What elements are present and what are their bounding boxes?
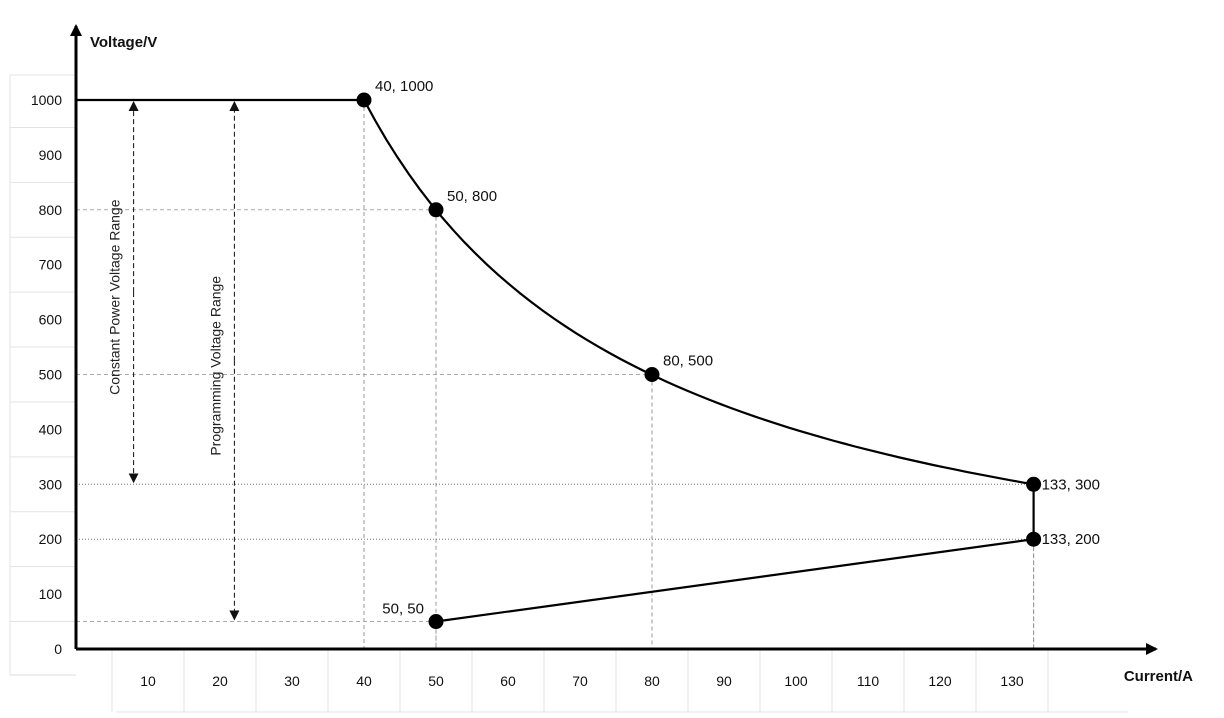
data-point-label: 50, 800 xyxy=(447,188,497,205)
range-label: Programming Voltage Range xyxy=(207,276,223,456)
x-tick-label: 110 xyxy=(857,673,880,689)
y-tick-label: 100 xyxy=(39,586,63,602)
y-tick-label: 500 xyxy=(39,367,63,383)
data-point-label: 40, 1000 xyxy=(375,78,433,95)
data-point xyxy=(428,614,444,630)
data-point-label: 133, 200 xyxy=(1042,531,1100,548)
data-points: 40, 1000 50, 800 80, 500 133, 300 133, 200 50… xyxy=(356,78,1100,630)
y-tick-label: 700 xyxy=(39,257,63,273)
x-tick-label: 80 xyxy=(644,673,660,689)
guide-lines xyxy=(76,100,1035,649)
table-frame xyxy=(9,74,1128,713)
y-tick-label: 0 xyxy=(54,641,62,657)
data-point xyxy=(1026,531,1042,547)
data-point-label: 133, 300 xyxy=(1042,476,1100,493)
x-tick-label: 100 xyxy=(784,673,808,689)
x-tick-label: 40 xyxy=(356,673,372,689)
y-tick-label: 300 xyxy=(39,476,63,492)
voltage-ranges: Constant Power Voltage Range Programming … xyxy=(107,101,240,621)
data-point xyxy=(644,367,660,382)
x-tick-label: 10 xyxy=(140,673,156,689)
y-tick-label: 600 xyxy=(39,312,63,328)
x-tick-label: 70 xyxy=(572,673,588,689)
x-tick-label: 120 xyxy=(928,673,952,689)
x-axis-title: Current/A xyxy=(1124,668,1193,685)
x-tick-label: 20 xyxy=(212,673,228,689)
y-tick-label: 900 xyxy=(39,147,63,163)
curve-segment xyxy=(435,538,1034,623)
data-point xyxy=(1026,476,1042,492)
curve-segment xyxy=(363,99,1034,486)
y-tick-label: 400 xyxy=(39,421,63,437)
voltage-current-curve xyxy=(76,98,1035,623)
data-point-label: 80, 500 xyxy=(663,353,713,370)
y-axis-title: Voltage/V xyxy=(90,34,157,51)
axes: Voltage/V Current/A 0 100 200 300 400 500 600 700… xyxy=(31,24,1193,689)
y-tick-label: 200 xyxy=(39,531,63,547)
x-tick-label: 130 xyxy=(1000,673,1024,689)
range-label: Constant Power Voltage Range xyxy=(107,199,123,395)
data-point-label: 50, 50 xyxy=(382,601,424,618)
x-tick-label: 30 xyxy=(284,673,300,689)
data-point xyxy=(356,92,372,108)
y-tick-label: 800 xyxy=(39,202,63,218)
x-tick-label: 90 xyxy=(716,673,732,689)
data-point xyxy=(428,202,444,218)
x-tick-label: 50 xyxy=(428,673,444,689)
y-tick-label: 1000 xyxy=(31,92,62,108)
x-tick-label: 60 xyxy=(500,673,516,689)
